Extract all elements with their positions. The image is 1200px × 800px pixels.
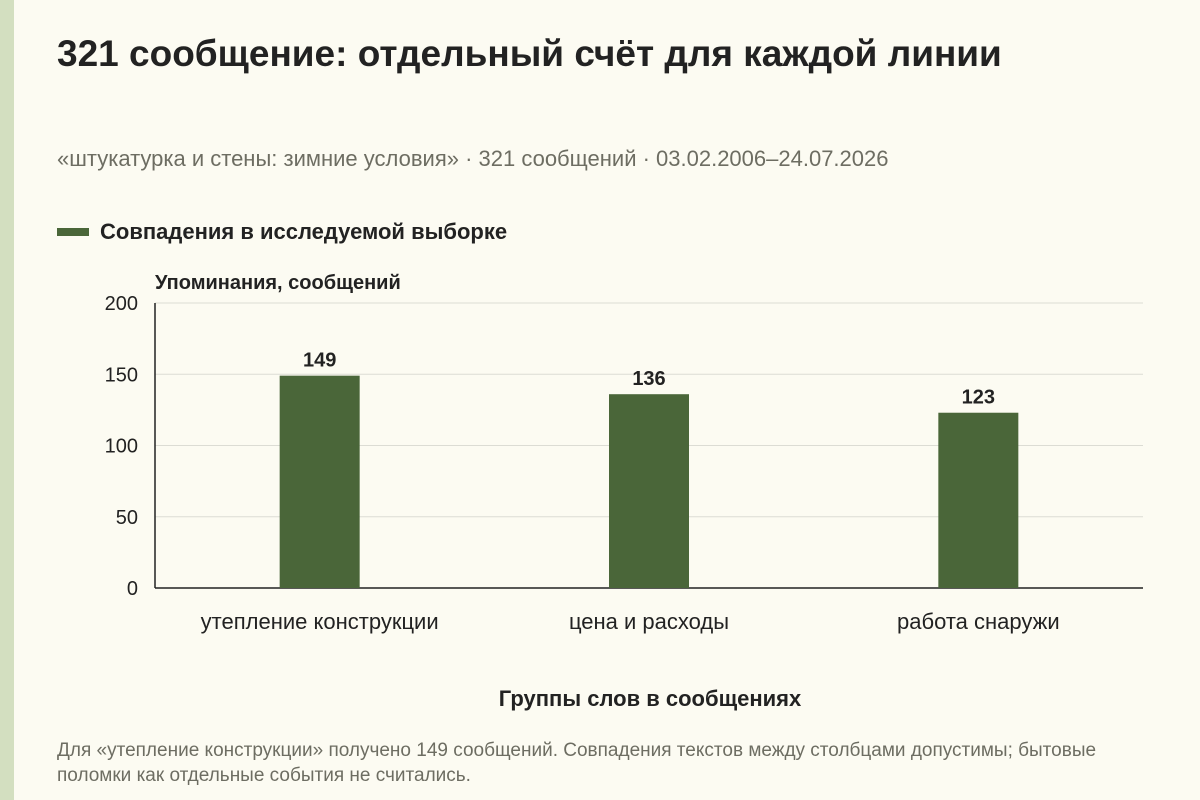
x-axis-label: Группы слов в сообщениях — [498, 686, 802, 711]
x-tick-label: цена и расходы — [569, 609, 729, 634]
x-tick-label: работа снаружи — [897, 609, 1060, 634]
legend-swatch — [57, 228, 89, 236]
chart-title: 321 сообщение: отдельный счёт для каждой… — [57, 33, 1002, 74]
bar — [609, 394, 689, 588]
bar-value-label: 123 — [962, 387, 995, 409]
y-tick-label: 100 — [105, 436, 138, 458]
bar-value-label: 149 — [303, 350, 336, 372]
legend-label: Совпадения в исследуемой выборке — [100, 219, 508, 244]
bar-value-label: 136 — [632, 368, 665, 390]
x-tick-label: утепление конструкции — [201, 609, 439, 634]
y-tick-label: 0 — [127, 578, 138, 600]
bar — [938, 412, 1019, 588]
y-tick-label: 150 — [105, 364, 138, 386]
chart-subtitle: «штукатурка и стены: зимние условия» · 3… — [57, 146, 889, 171]
y-tick-label: 50 — [116, 507, 138, 529]
accent-strip — [0, 0, 14, 800]
footnote: Для «утепление конструкции» получено 149… — [57, 740, 1097, 786]
bar — [279, 375, 360, 588]
legend: Совпадения в исследуемой выборке — [57, 219, 507, 245]
y-tick-label: 200 — [105, 293, 138, 315]
y-axis-label: Упоминания, сообщений — [155, 272, 401, 294]
